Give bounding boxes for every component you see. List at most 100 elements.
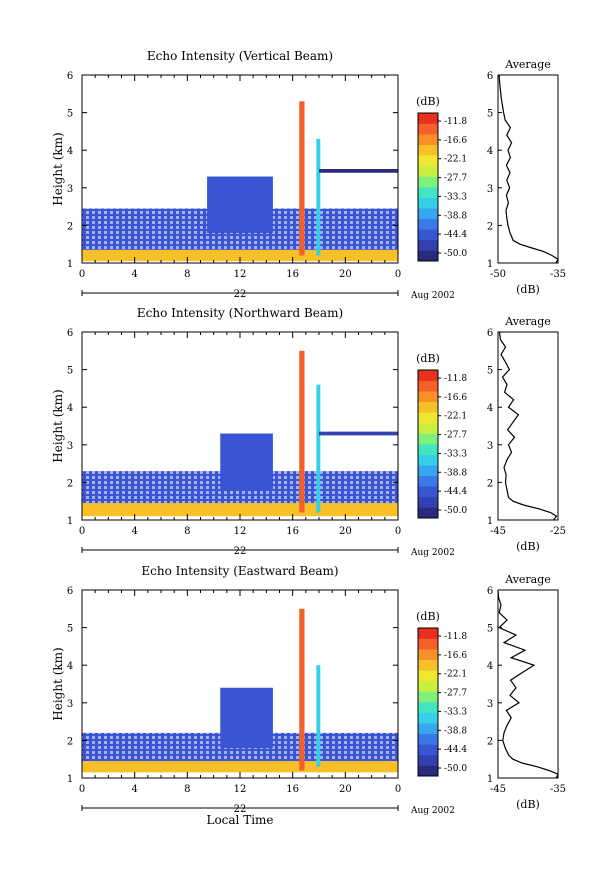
x-tick-label: 8 [184, 269, 190, 280]
colorbar-swatch [418, 712, 438, 724]
y-tick-label: 5 [67, 109, 73, 120]
colorbar-swatch [418, 649, 438, 661]
colorbar-tick-label: -38.8 [444, 211, 467, 221]
colorbar-tick-label: -50.0 [444, 249, 467, 259]
average-y-tick-label: 5 [487, 109, 493, 120]
heatmap [82, 350, 398, 517]
y-tick-label: 3 [67, 441, 73, 452]
panel-1: Echo Intensity (Northward Beam)123456Hei… [51, 306, 566, 558]
colorbar-tick-label: -33.3 [444, 707, 467, 717]
echo-region-secondary_core [316, 665, 321, 767]
colorbar-swatch [418, 187, 438, 198]
local-time-label: Local Time [206, 813, 273, 827]
x-tick-label: 0 [79, 526, 85, 537]
colorbar-tick-label: -27.7 [444, 689, 467, 699]
average-y-tick-label: 5 [487, 366, 493, 377]
average-x-tick-label: -50 [490, 269, 506, 280]
echo-region-upper_layer [319, 169, 398, 173]
echo-region-secondary_core [316, 138, 321, 256]
colorbar-swatch [418, 754, 438, 766]
colorbar-swatch [418, 702, 438, 713]
colorbar-swatch [418, 496, 438, 508]
heatmap [82, 608, 398, 773]
average-y-tick-label: 2 [487, 736, 493, 747]
average-profile-line [498, 331, 558, 521]
colorbar-tick-label: -11.8 [444, 117, 467, 127]
panel-title: Echo Intensity (Eastward Beam) [141, 564, 338, 578]
colorbar-swatch [418, 412, 438, 424]
colorbar-swatch [418, 239, 438, 251]
colorbar-swatch [418, 401, 438, 413]
colorbar-swatch [418, 176, 438, 188]
echo-region-convection_a [220, 433, 273, 490]
colorbar-swatch [418, 444, 438, 455]
date-label: Aug 2002 [410, 291, 455, 301]
colorbar-swatch [418, 208, 438, 220]
average-frame [497, 331, 559, 521]
x-tick-label: 0 [79, 784, 85, 795]
day-label: 22 [234, 546, 247, 557]
average-x-tick-label: -25 [550, 526, 566, 537]
colorbar-tick-label: -16.6 [444, 136, 467, 146]
y-tick-label: 1 [67, 516, 73, 527]
average-x-tick-label: -45 [490, 784, 506, 795]
colorbar-frame [417, 627, 439, 777]
average-x-label: (dB) [516, 283, 540, 296]
average-x-tick-label: -35 [550, 784, 566, 795]
average-x-label: (dB) [516, 798, 540, 811]
colorbar-swatch [418, 638, 438, 650]
colorbar-unit: (dB) [416, 610, 440, 623]
y-tick-label: 5 [67, 624, 73, 635]
y-tick-label: 2 [67, 736, 73, 747]
x-tick-label: 12 [234, 784, 247, 795]
colorbar-swatch [418, 765, 438, 777]
x-tick-label: 4 [131, 784, 137, 795]
colorbar-swatch [418, 723, 438, 735]
y-tick-label: 1 [67, 774, 73, 785]
average-y-tick-label: 3 [487, 441, 493, 452]
date-label: Aug 2002 [410, 806, 455, 816]
average-title: Average [504, 315, 551, 328]
x-tick-label: 4 [131, 269, 137, 280]
colorbar-swatch [418, 155, 438, 167]
x-tick-label: 8 [184, 526, 190, 537]
colorbar-swatch [418, 486, 438, 498]
echo-region-surface_layer [82, 249, 398, 262]
average-y-tick-label: 6 [487, 586, 493, 597]
x-tick-label: 20 [339, 269, 352, 280]
average-profile-line [498, 74, 559, 264]
colorbar-swatch [418, 680, 438, 692]
colorbar-tick-label: -27.7 [444, 174, 467, 184]
y-tick-label: 2 [67, 221, 73, 232]
colorbar-unit: (dB) [416, 352, 440, 365]
x-tick-label: 12 [234, 526, 247, 537]
colorbar-swatch [418, 380, 438, 392]
average-x-tick-label: -45 [490, 526, 506, 537]
panel-title: Echo Intensity (Northward Beam) [137, 306, 343, 320]
echo-region-convective_core [299, 608, 305, 771]
average-y-tick-label: 6 [487, 71, 493, 82]
echo-region-convective_core [299, 101, 305, 256]
colorbar-tick-label: -50.0 [444, 764, 467, 774]
x-tick-label: 0 [395, 269, 401, 280]
colorbar-swatch [418, 628, 438, 639]
average-y-tick-label: 2 [487, 478, 493, 489]
colorbar-tick-label: -44.4 [444, 487, 467, 497]
x-tick-label: 12 [234, 269, 247, 280]
colorbar-tick-label: -16.6 [444, 651, 467, 661]
colorbar-tick-label: -22.1 [444, 412, 467, 422]
colorbar-swatch [418, 370, 438, 381]
average-y-tick-label: 1 [487, 259, 493, 270]
average-y-tick-label: 1 [487, 516, 493, 527]
average-title: Average [504, 58, 551, 71]
colorbar-swatch [418, 229, 438, 241]
x-tick-label: 16 [286, 526, 299, 537]
y-axis-label: Height (km) [51, 132, 65, 205]
colorbar-swatch [418, 475, 438, 487]
colorbar-frame [417, 369, 439, 519]
y-tick-label: 2 [67, 478, 73, 489]
echo-region-secondary_core [316, 384, 321, 513]
colorbar-tick-label: -33.3 [444, 192, 467, 202]
panel-title: Echo Intensity (Vertical Beam) [147, 49, 333, 63]
y-tick-label: 3 [67, 699, 73, 710]
